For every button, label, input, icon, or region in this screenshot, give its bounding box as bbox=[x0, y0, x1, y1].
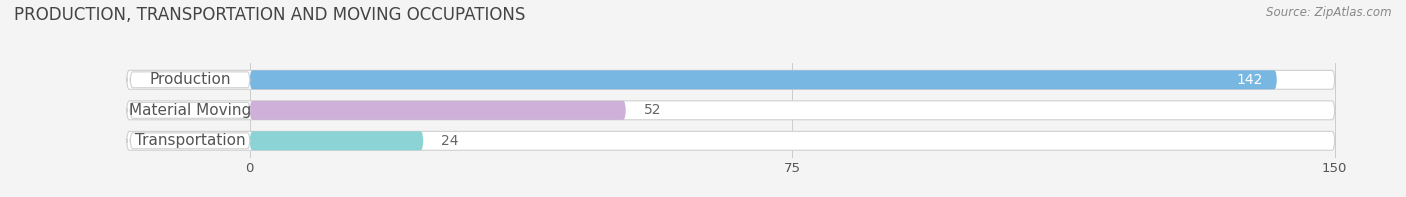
FancyBboxPatch shape bbox=[131, 102, 250, 118]
FancyBboxPatch shape bbox=[250, 101, 626, 120]
Text: Production: Production bbox=[149, 72, 231, 87]
FancyBboxPatch shape bbox=[131, 72, 250, 88]
Text: Material Moving: Material Moving bbox=[129, 103, 252, 118]
FancyBboxPatch shape bbox=[131, 133, 250, 149]
FancyBboxPatch shape bbox=[127, 101, 1334, 120]
Text: Source: ZipAtlas.com: Source: ZipAtlas.com bbox=[1267, 6, 1392, 19]
Text: 142: 142 bbox=[1236, 73, 1263, 87]
Text: 52: 52 bbox=[644, 103, 661, 117]
Text: 24: 24 bbox=[441, 134, 458, 148]
Text: PRODUCTION, TRANSPORTATION AND MOVING OCCUPATIONS: PRODUCTION, TRANSPORTATION AND MOVING OC… bbox=[14, 6, 526, 24]
FancyBboxPatch shape bbox=[127, 131, 1334, 150]
Text: Transportation: Transportation bbox=[135, 133, 245, 148]
FancyBboxPatch shape bbox=[127, 70, 1334, 89]
FancyBboxPatch shape bbox=[250, 70, 1277, 89]
FancyBboxPatch shape bbox=[250, 131, 423, 150]
